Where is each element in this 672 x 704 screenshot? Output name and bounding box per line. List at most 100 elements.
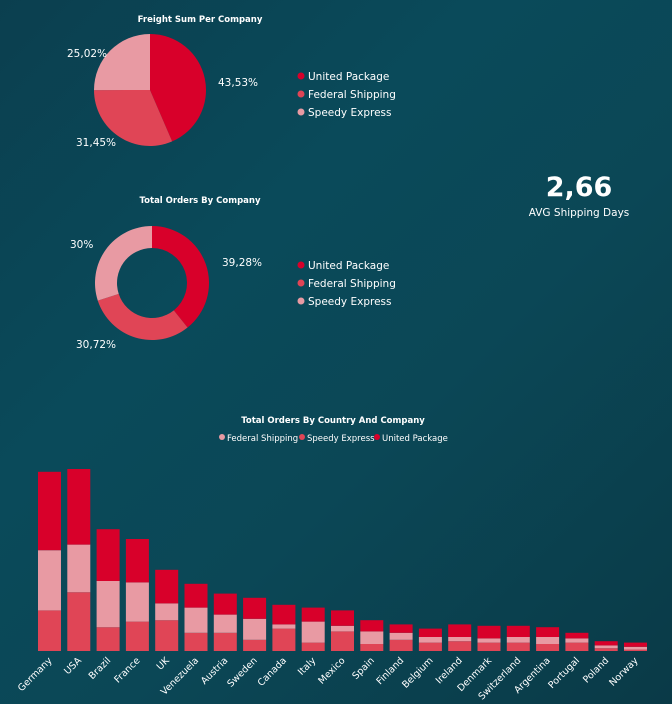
bar-italy-federal-shipping[interactable] (301, 642, 325, 651)
bar-norway-federal-shipping[interactable] (624, 649, 647, 651)
freight-pie-title: Freight Sum Per Company (138, 15, 263, 25)
kpi-label: AVG Shipping Days (529, 207, 630, 219)
bar-switzerland-united-package[interactable] (506, 625, 530, 637)
bar-spain-federal-shipping[interactable] (360, 644, 384, 651)
bar-portugal-federal-shipping[interactable] (565, 642, 589, 651)
bar-austria-united-package[interactable] (213, 593, 237, 615)
slice-federal-shipping[interactable] (94, 90, 173, 147)
bar-germany-speedy-express[interactable] (38, 550, 61, 611)
bar-switzerland-speedy-express[interactable] (506, 637, 530, 643)
bar-chart-bars (38, 469, 647, 651)
bar-usa-speedy-express[interactable] (67, 544, 91, 593)
category-label-canada: Canada (256, 655, 289, 688)
bar-argentina-united-package[interactable] (536, 627, 560, 637)
bar-belgium-speedy-express[interactable] (418, 637, 442, 643)
bar-brazil-speedy-express[interactable] (96, 581, 120, 628)
bar-finland-federal-shipping[interactable] (389, 639, 413, 651)
bar-canada-speedy-express[interactable] (272, 624, 296, 629)
bar-uk-united-package[interactable] (155, 569, 179, 604)
freight-pie-label-united: 43,53% (218, 77, 258, 89)
bar-argentina-federal-shipping[interactable] (536, 644, 560, 651)
bar-germany-united-package[interactable] (38, 471, 61, 551)
bar-norway-speedy-express[interactable] (624, 646, 647, 650)
bar-spain-speedy-express[interactable] (360, 631, 384, 644)
bar-switzerland-federal-shipping[interactable] (506, 642, 530, 651)
bar-denmark-speedy-express[interactable] (477, 638, 501, 643)
bar-brazil-united-package[interactable] (96, 529, 120, 581)
legend-label-speedy: Speedy Express (308, 107, 391, 119)
bar-ireland-united-package[interactable] (448, 624, 472, 637)
bar-sweden-speedy-express[interactable] (243, 618, 267, 640)
bar-canada-federal-shipping[interactable] (272, 628, 296, 651)
category-label-usa: USA (62, 655, 84, 677)
category-label-italy: Italy (296, 655, 319, 678)
category-label-spain: Spain (350, 655, 377, 682)
bar-venezuela-speedy-express[interactable] (184, 607, 208, 633)
legend-marker-united (374, 434, 380, 440)
bar-austria-federal-shipping[interactable] (213, 632, 237, 651)
bar-germany-federal-shipping[interactable] (38, 610, 61, 651)
freight-pie-label-speedy: 25,02% (67, 48, 107, 60)
orders-donut-label-federal: 30,72% (76, 339, 116, 351)
bar-argentina-speedy-express[interactable] (536, 637, 560, 644)
bar-uk-speedy-express[interactable] (155, 603, 179, 621)
slice-united-package[interactable] (150, 34, 207, 142)
kpi-card: 2,66 AVG Shipping Days (529, 172, 630, 219)
category-label-sweden: Sweden (225, 655, 259, 689)
bar-sweden-united-package[interactable] (243, 597, 267, 619)
bar-ireland-federal-shipping[interactable] (448, 641, 472, 651)
bar-venezuela-united-package[interactable] (184, 583, 208, 608)
bar-austria-speedy-express[interactable] (213, 614, 237, 633)
bar-chart-title: Total Orders By Country And Company (241, 416, 425, 426)
bar-sweden-federal-shipping[interactable] (243, 639, 267, 651)
bar-poland-united-package[interactable] (594, 641, 618, 646)
bar-poland-speedy-express[interactable] (594, 645, 618, 649)
bar-portugal-united-package[interactable] (565, 632, 589, 639)
bar-italy-speedy-express[interactable] (301, 621, 325, 643)
bar-finland-united-package[interactable] (389, 624, 413, 633)
bar-denmark-federal-shipping[interactable] (477, 642, 501, 651)
bar-mexico-federal-shipping[interactable] (331, 631, 354, 651)
category-label-uk: UK (155, 655, 173, 673)
bar-france-united-package[interactable] (125, 539, 149, 583)
bar-france-federal-shipping[interactable] (125, 621, 149, 651)
orders-donut-legend: United Package Federal Shipping Speedy E… (297, 260, 396, 308)
bar-norway-united-package[interactable] (624, 642, 647, 647)
legend-marker-speedy (299, 434, 305, 440)
orders-donut-label-speedy: 30% (70, 239, 93, 251)
bar-brazil-federal-shipping[interactable] (96, 627, 120, 651)
category-label-germany: Germany (16, 655, 55, 694)
slice-speedy-express[interactable] (95, 226, 152, 301)
slice-federal-shipping[interactable] (97, 293, 188, 340)
kpi-value: 2,66 (546, 172, 613, 203)
slice-speedy-express[interactable] (94, 34, 150, 91)
category-label-mexico: Mexico (316, 655, 347, 686)
freight-pie-legend: United Package Federal Shipping Speedy E… (297, 71, 396, 119)
bar-denmark-united-package[interactable] (477, 625, 501, 639)
freight-pie-label-federal: 31,45% (76, 137, 116, 149)
bar-ireland-speedy-express[interactable] (448, 637, 472, 642)
orders-donut-chart: Total Orders By Company 39,28% 30,72% 30… (70, 196, 396, 351)
bar-chart-legend: Federal Shipping Speedy Express United P… (219, 434, 448, 444)
legend-label-federal: Federal Shipping (227, 434, 298, 444)
bar-uk-federal-shipping[interactable] (155, 620, 179, 651)
bar-poland-federal-shipping[interactable] (594, 648, 618, 651)
bar-italy-united-package[interactable] (301, 607, 325, 622)
bar-usa-united-package[interactable] (67, 469, 91, 545)
bar-belgium-federal-shipping[interactable] (418, 642, 442, 651)
bar-finland-speedy-express[interactable] (389, 632, 413, 640)
bar-portugal-speedy-express[interactable] (565, 638, 589, 643)
legend-marker-speedy (297, 297, 305, 305)
category-label-portugal: Portugal (546, 655, 582, 691)
bar-spain-united-package[interactable] (360, 620, 384, 632)
bar-mexico-speedy-express[interactable] (331, 625, 354, 632)
slice-united-package[interactable] (152, 226, 210, 328)
bar-belgium-united-package[interactable] (418, 628, 442, 637)
bar-canada-united-package[interactable] (272, 604, 296, 625)
bar-mexico-united-package[interactable] (331, 610, 354, 626)
bar-usa-federal-shipping[interactable] (67, 592, 91, 651)
bar-venezuela-federal-shipping[interactable] (184, 632, 208, 651)
bar-france-speedy-express[interactable] (125, 582, 149, 622)
legend-label-united: United Package (308, 71, 389, 83)
